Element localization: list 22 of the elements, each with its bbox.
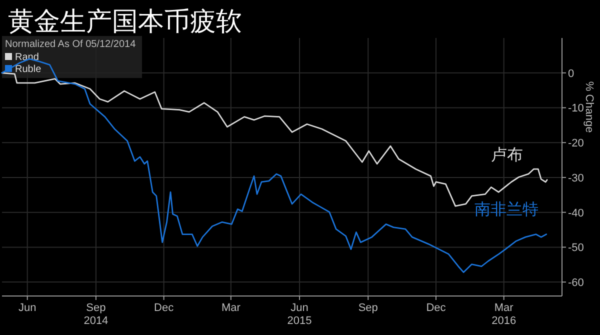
y-tick-label: 0 [568,68,574,80]
x-tick-label: Jun 2015 [287,302,312,327]
y-tick-label: -20 [568,138,584,150]
y-tick-label: -40 [568,207,584,220]
x-tick-label: Mar 2016 [492,302,516,327]
y-axis-title: % Change [583,81,595,133]
x-tick-label: Dec [154,302,174,314]
x-tick-label: Dec [426,302,446,314]
x-tick-label: Sep 2014 [84,302,108,327]
legend-title: Normalized As Of 05/12/2014 [5,39,136,50]
y-tick-label: -30 [568,172,584,184]
legend-label: Ruble [15,64,42,75]
y-tick-label: -50 [568,242,584,254]
y-tick-label: -10 [568,102,584,115]
legend-label: Rand [15,52,39,63]
y-tick-label: -60 [568,277,584,290]
annotation: 南非兰特 [474,200,538,218]
x-tick-label: Mar [221,302,241,314]
x-tick-label: Jun [18,302,36,314]
annotation: 卢布 [491,146,524,164]
x-tick-label: Sep [358,302,378,314]
chart-title: 黄金生产国本币疲软 [8,6,242,36]
